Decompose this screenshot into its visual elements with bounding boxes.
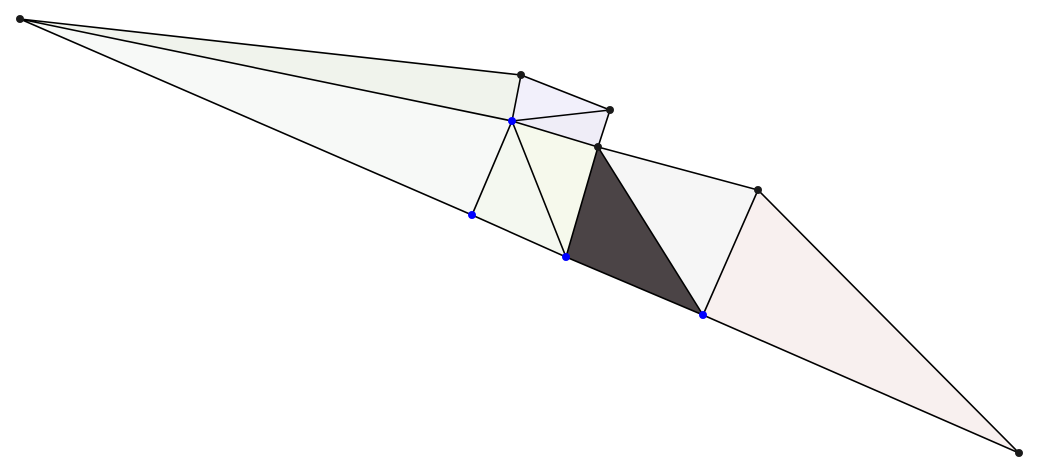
mesh-vertex-v7 — [754, 186, 762, 194]
mesh-edge-v4-v8 — [597, 146, 704, 316]
mesh-edge-v7-v9 — [757, 189, 1020, 454]
mesh-edge-v1-v3 — [511, 74, 522, 122]
mesh-face-f8 — [703, 190, 1019, 453]
mesh-face-f6 — [566, 147, 703, 315]
mesh-vertex-v8 — [699, 311, 707, 319]
mesh-edge-v4-v7 — [597, 146, 759, 191]
mesh-face-f2 — [512, 75, 610, 121]
mesh-vertex-v5 — [468, 211, 476, 219]
mesh-vertex-v9 — [1015, 449, 1023, 457]
mesh-edge-v8-v9 — [702, 314, 1020, 454]
mesh-vertex-v0 — [16, 15, 24, 23]
mesh-vertex-v2 — [606, 106, 614, 114]
mesh-edge-v6-v8 — [565, 256, 704, 316]
mesh-edge-v2-v3 — [511, 109, 611, 122]
mesh-edge-v3-v4 — [511, 120, 599, 148]
mesh-edge-v2-v4 — [597, 109, 611, 148]
mesh-face-f4 — [472, 121, 566, 257]
mesh-edge-v3-v6 — [511, 120, 567, 258]
mesh-face-f3 — [512, 110, 610, 147]
vertices-layer — [16, 15, 1023, 457]
mesh-vertex-v4 — [594, 143, 602, 151]
mesh-edge-v3-v5 — [471, 120, 513, 216]
mesh-face-f5 — [512, 121, 598, 257]
edges-layer — [19, 18, 1020, 454]
mesh-edge-v0-v5 — [19, 18, 473, 216]
mesh-edge-v4-v6 — [565, 146, 599, 258]
mesh-face-f1 — [20, 19, 512, 215]
mesh-vertex-v3 — [508, 117, 516, 125]
mesh-vertex-v1 — [517, 71, 525, 79]
mesh-edge-v5-v6 — [471, 214, 567, 258]
mesh-edge-v0-v1 — [19, 18, 522, 76]
faces-layer — [20, 19, 1019, 453]
mesh-edge-v7-v8 — [702, 189, 759, 316]
mesh-edge-v0-v3 — [19, 18, 513, 122]
mesh-vertex-v6 — [562, 253, 570, 261]
mesh-face-f7 — [598, 147, 758, 315]
mesh-edge-v1-v2 — [520, 74, 611, 111]
